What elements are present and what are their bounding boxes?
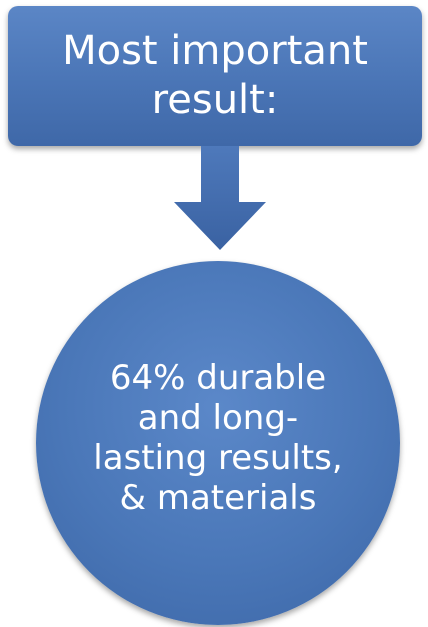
down-arrow-icon xyxy=(174,146,266,250)
title-text: Most important result: xyxy=(62,28,368,123)
result-text: 64% durable and long-lasting results, & … xyxy=(93,357,343,519)
title-box: Most important result: xyxy=(8,6,422,146)
result-circle: 64% durable and long-lasting results, & … xyxy=(36,261,400,625)
